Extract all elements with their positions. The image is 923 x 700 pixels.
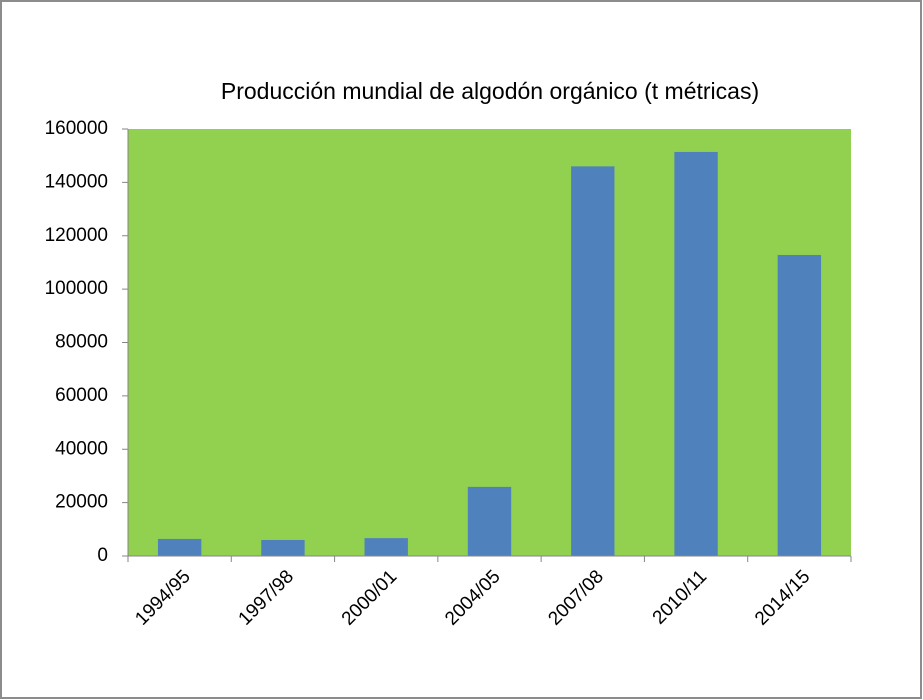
y-tick-label: 140000	[45, 171, 108, 192]
plot-area	[128, 129, 851, 556]
y-tick-label: 40000	[55, 438, 108, 459]
y-tick-label: 120000	[45, 225, 108, 246]
chart-title: Producción mundial de algodón orgánico (…	[221, 78, 759, 104]
y-tick-label: 160000	[45, 118, 108, 139]
y-tick-label: 20000	[55, 492, 108, 513]
y-tick-label: 60000	[55, 385, 108, 406]
y-tick-label: 100000	[45, 278, 108, 299]
bar	[157, 538, 202, 556]
bar	[777, 254, 822, 556]
bar	[674, 151, 718, 557]
bar	[364, 538, 408, 556]
y-tick-label: 0	[97, 545, 108, 566]
bar	[571, 166, 615, 557]
bar	[261, 539, 305, 556]
y-tick-label: 80000	[55, 332, 108, 353]
bar	[467, 486, 512, 556]
